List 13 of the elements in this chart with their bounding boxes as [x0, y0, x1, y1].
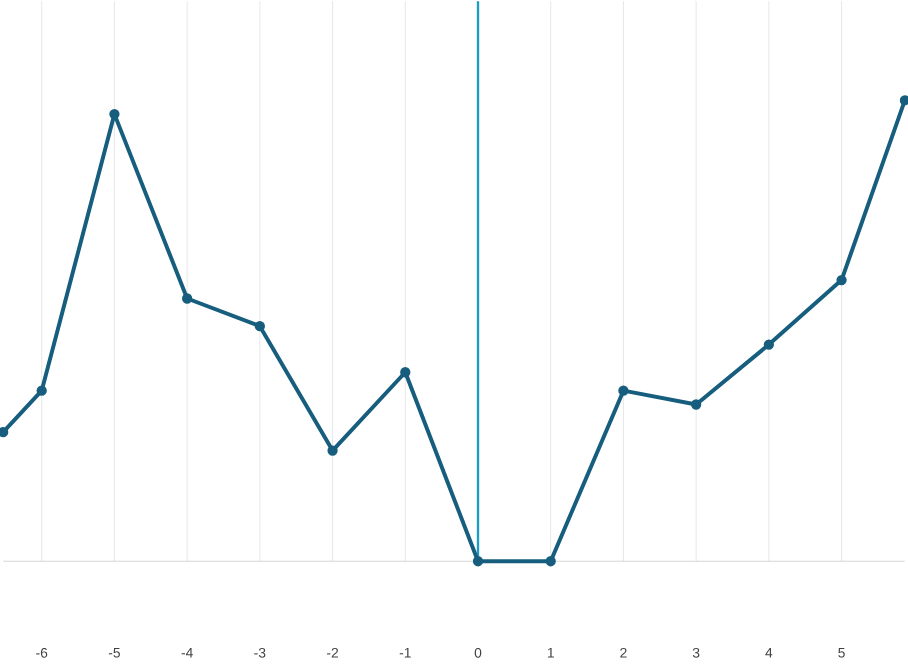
point: [545, 555, 556, 567]
point: [109, 108, 120, 120]
point: [618, 385, 629, 396]
point: [690, 399, 702, 410]
point: [36, 385, 47, 396]
point: [836, 274, 847, 286]
point: [327, 445, 338, 456]
point: [763, 339, 774, 350]
point: [254, 320, 265, 332]
point: [0, 426, 9, 438]
point: [181, 293, 193, 304]
point: [472, 555, 484, 567]
point: [400, 366, 411, 378]
